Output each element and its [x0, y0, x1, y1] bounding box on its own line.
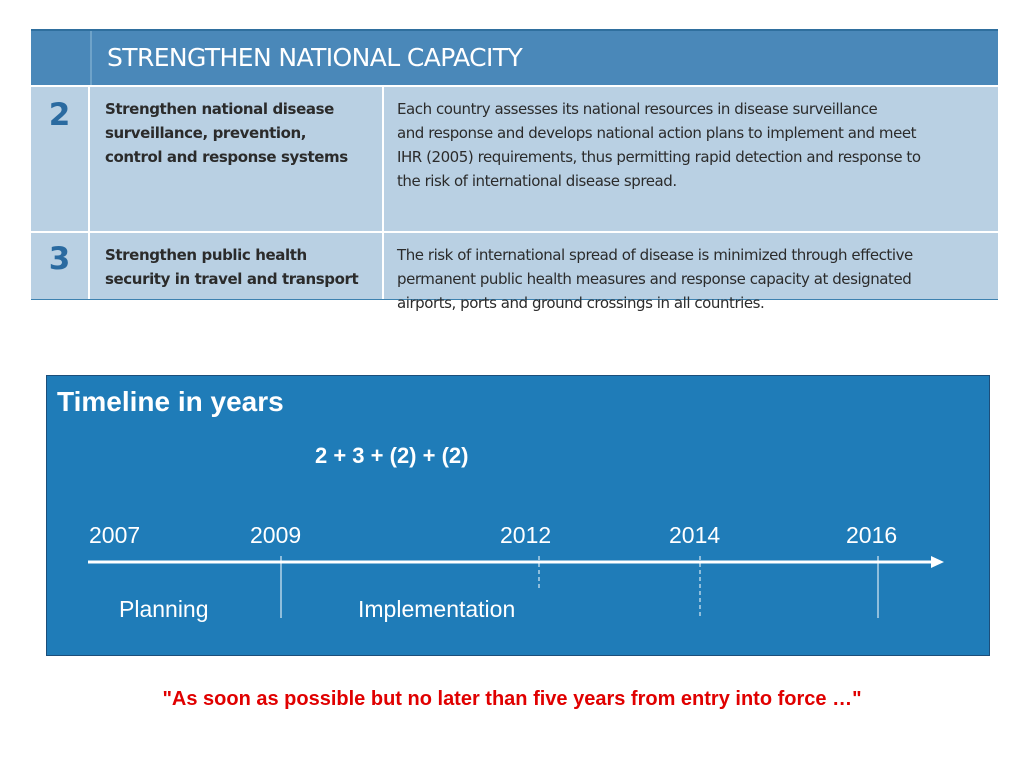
goal-line: Strengthen public health [105, 246, 307, 264]
table-header: STRENGTHEN NATIONAL CAPACITY [31, 29, 998, 87]
header-number-cell [31, 31, 92, 87]
timeline-formula: 2 + 3 + (2) + (2) [315, 443, 469, 468]
year-label: 2014 [669, 522, 721, 548]
description-line: and response and develops national actio… [397, 124, 917, 142]
timeline-axis-graphic [88, 556, 944, 618]
year-label: 2009 [250, 522, 302, 548]
year-label: 2012 [500, 522, 552, 548]
row-description: Each country assesses its national resou… [386, 87, 998, 231]
description-line: Each country assesses its national resou… [397, 100, 878, 118]
table-row: 2 Strengthen national disease surveillan… [31, 85, 998, 231]
description-line: the risk of international disease spread… [397, 172, 677, 190]
description-line: airports, ports and ground crossings in … [397, 294, 765, 312]
timeline-title: Timeline in years [57, 386, 284, 417]
capacity-table: STRENGTHEN NATIONAL CAPACITY 2 Strengthe… [31, 29, 998, 312]
goal-line: control and response systems [105, 148, 348, 166]
table-row: 3 Strengthen public health security in t… [31, 231, 998, 312]
description-line: permanent public health measures and res… [397, 270, 912, 288]
phase-planning: Planning [119, 596, 209, 622]
timeline-panel: Timeline in years 2 + 3 + (2) + (2) 2007… [46, 375, 990, 656]
year-label: 2007 [89, 522, 141, 548]
quote-text: "As soon as possible but no later than f… [162, 688, 862, 710]
year-label: 2016 [846, 522, 898, 548]
row-number: 3 [31, 233, 90, 299]
row-goal: Strengthen public health security in tra… [92, 233, 384, 299]
phase-implementation: Implementation [358, 596, 516, 622]
table-title: STRENGTHEN NATIONAL CAPACITY [107, 43, 523, 72]
goal-line: security in travel and transport [105, 270, 359, 288]
goal-line: Strengthen national disease [105, 100, 334, 118]
row-description: The risk of international spread of dise… [386, 233, 998, 312]
description-line: IHR (2005) requirements, thus permitting… [397, 148, 921, 166]
timeline-arrow-head [931, 556, 944, 568]
description-line: The risk of international spread of dise… [397, 246, 913, 264]
row-number: 2 [31, 87, 90, 231]
row-goal: Strengthen national disease surveillance… [92, 87, 384, 231]
goal-line: surveillance, prevention, [105, 124, 307, 142]
